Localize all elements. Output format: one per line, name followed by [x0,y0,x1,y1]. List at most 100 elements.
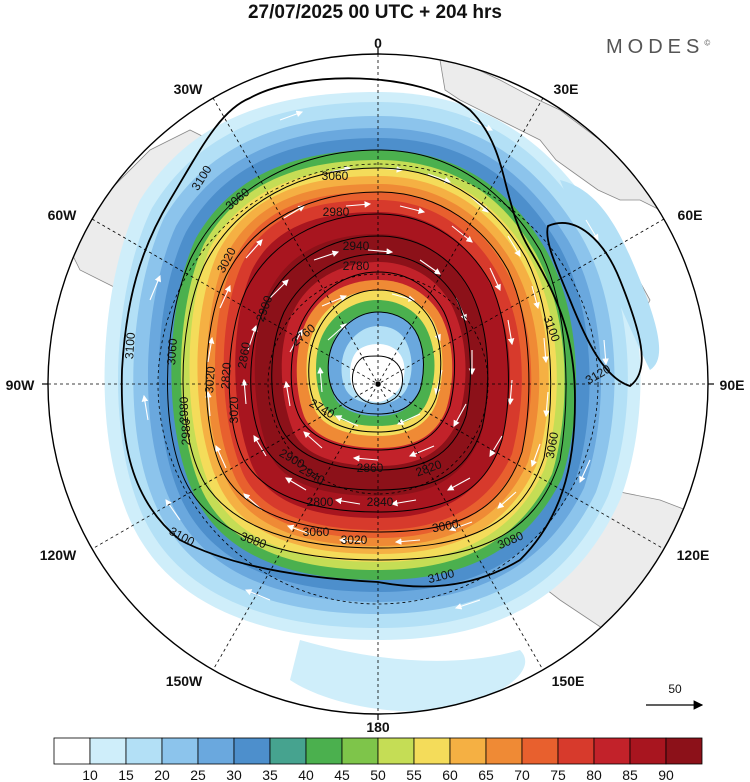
vector-scale: 50 [646,682,704,710]
wind-vector [241,378,248,405]
wind-vector [289,329,303,353]
colorbar-swatch [521,737,559,765]
wind-vector [321,295,348,307]
contour-label: 2940 [343,239,370,253]
wind-vector [286,524,311,535]
colorbar-label: 80 [586,767,602,782]
wind-vector [469,195,489,213]
wind-vector [447,477,471,491]
colorbar-swatch [341,737,379,765]
wind-vector [247,324,258,351]
wind-vector [451,225,473,243]
wind-vector [327,323,347,341]
wind-vector [205,390,212,417]
wind-vector [244,589,271,601]
colorbar-label: 50 [370,767,386,782]
wind-vector [448,521,473,532]
colorbar-label: 90 [658,767,674,782]
wind-vector [579,459,591,484]
contour-label: 3100 [122,332,138,360]
wind-vector [469,119,494,131]
map-content [48,54,708,714]
lon-label-120w: 120W [40,547,77,563]
colorbar-swatch [629,737,667,765]
colorbar-label: 35 [262,767,278,782]
wind-vector [283,205,305,219]
wind-vector [390,499,417,507]
contour-label: 3060 [322,169,349,183]
contour-label: 3020 [202,366,218,394]
wind-vector [396,413,421,425]
lon-label-120e: 120E [677,547,710,563]
colorbar-swatch [593,737,631,765]
lon-label-180: 180 [366,719,390,735]
colorbar-label: 60 [442,767,458,782]
contour-label: 3060 [303,525,330,539]
wind-vector [338,537,365,544]
contour-label: 3020 [227,396,241,423]
colorbar-label: 30 [226,767,242,782]
colorbar-label: 55 [406,767,422,782]
colorbar-label: 45 [334,767,350,782]
lon-label-60e: 60E [678,207,703,223]
contour-3100 [120,77,576,588]
wind-vector [215,444,227,469]
contour-label: 3020 [341,533,368,547]
wind-vector [453,403,467,427]
colorbar-label: 15 [118,767,134,782]
colorbar-swatch [125,737,163,765]
wind-vector [345,201,372,208]
wind-vector [408,445,435,457]
wind-vector [285,477,307,491]
colorbar-swatch [53,737,91,765]
contour-label: 3060 [543,431,561,460]
wind-vector [317,366,324,393]
wind-vector [427,173,452,184]
wind-vector [489,435,503,457]
contour-label: 3000 [431,517,460,535]
modes-brand-logo: MODES© [606,36,710,59]
brand-text: MODES [606,36,705,58]
colorbar-swatch [665,737,703,765]
wind-vector [165,499,181,521]
colorbar-swatch [557,737,595,765]
contour-2980 [205,191,530,533]
contour-label: 2980 [177,396,191,423]
wind-vector [303,431,323,449]
contour-label: 2800 [307,495,334,509]
wind-vector [219,284,231,309]
contour-2900 [250,235,489,491]
wind-vector [283,380,291,407]
colorbar-label: 85 [622,767,638,782]
colorbar-label: 20 [154,767,170,782]
map-title: 27/07/2025 00 UTC + 204 hrs [247,2,503,23]
wind-vector [352,455,379,462]
lon-label-90e: 90E [720,377,745,393]
wind-vector [489,267,501,292]
colorbar-label: 65 [478,767,494,782]
lon-label-150e: 150E [552,673,585,689]
brand-copyright: © [704,38,711,48]
colorbar-swatch [269,737,307,765]
lon-label-30e: 30E [554,81,579,97]
colorbar-swatch [413,737,451,765]
lon-label-0: 0 [374,35,382,51]
colorbar-label: 40 [298,767,314,782]
band-lobe-150e [290,640,526,712]
colorbar-label: 25 [190,767,206,782]
wind-vector [542,337,549,364]
colorbar-swatch [485,737,523,765]
wind-vector [531,285,540,310]
rim-ticks [42,48,714,720]
contour-label: 2860 [357,461,384,475]
wind-vector [507,319,515,346]
lon-label-30w: 30W [174,81,204,97]
wind-vector [454,599,481,610]
lon-label-90w: 90W [6,377,36,393]
wind-vector [434,369,443,396]
contour-label: 2980 [323,205,350,219]
south-pole-marker [375,381,381,387]
wind-vector [507,235,521,257]
wind-vector [530,443,541,468]
